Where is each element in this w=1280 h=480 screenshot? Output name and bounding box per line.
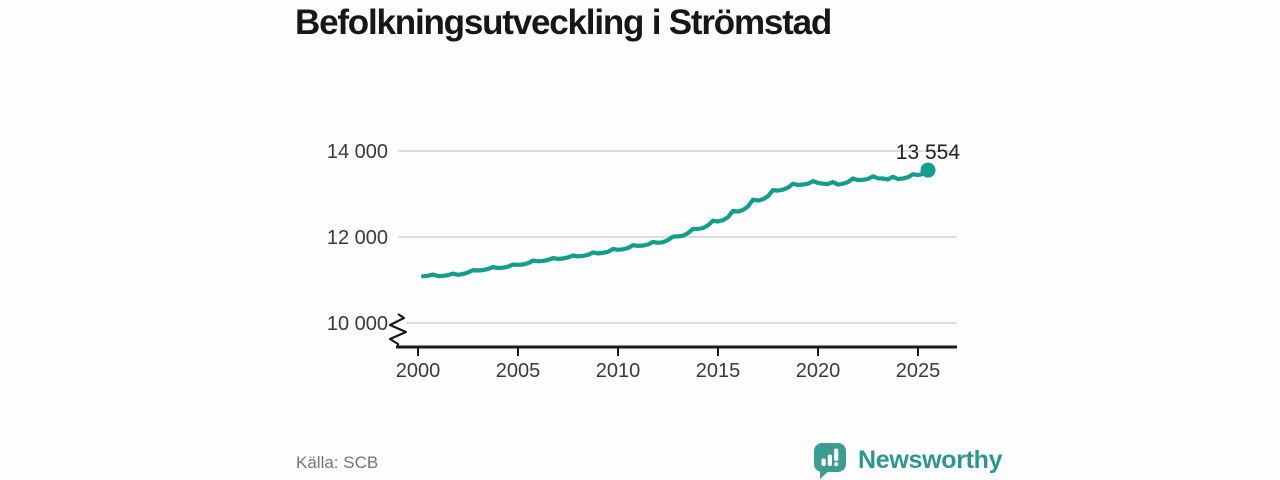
x-tick-label: 2010	[596, 360, 641, 382]
x-tick-label: 2015	[696, 360, 741, 382]
x-axis-labels: 2000 2005 2010 2015 2020 2025	[396, 360, 941, 382]
latest-value-dot	[920, 162, 936, 178]
x-tick-label: 2000	[396, 360, 441, 382]
x-tick-label: 2025	[896, 360, 941, 382]
latest-value-label: 13 554	[896, 141, 961, 164]
source-note: Källa: SCB	[296, 453, 379, 472]
y-tick-label: 10 000	[327, 313, 388, 335]
newsworthy-logo: Newsworthy	[812, 441, 1003, 479]
newsworthy-chart-bubble-icon	[814, 443, 846, 479]
y-tick-label: 14 000	[327, 141, 388, 163]
population-line-series	[420, 168, 931, 279]
newsworthy-wordmark: Newsworthy	[858, 445, 1003, 474]
x-axis-ticks	[417, 347, 919, 356]
y-axis-labels: 10 000 12 000 14 000	[327, 141, 388, 335]
y-axis-break-zigzag-icon	[388, 313, 408, 347]
x-tick-label: 2005	[496, 360, 541, 382]
x-tick-label: 2020	[796, 360, 841, 382]
y-tick-label: 12 000	[327, 227, 388, 249]
chart-title: Befolkningsutveckling i Strömstad	[295, 3, 832, 42]
